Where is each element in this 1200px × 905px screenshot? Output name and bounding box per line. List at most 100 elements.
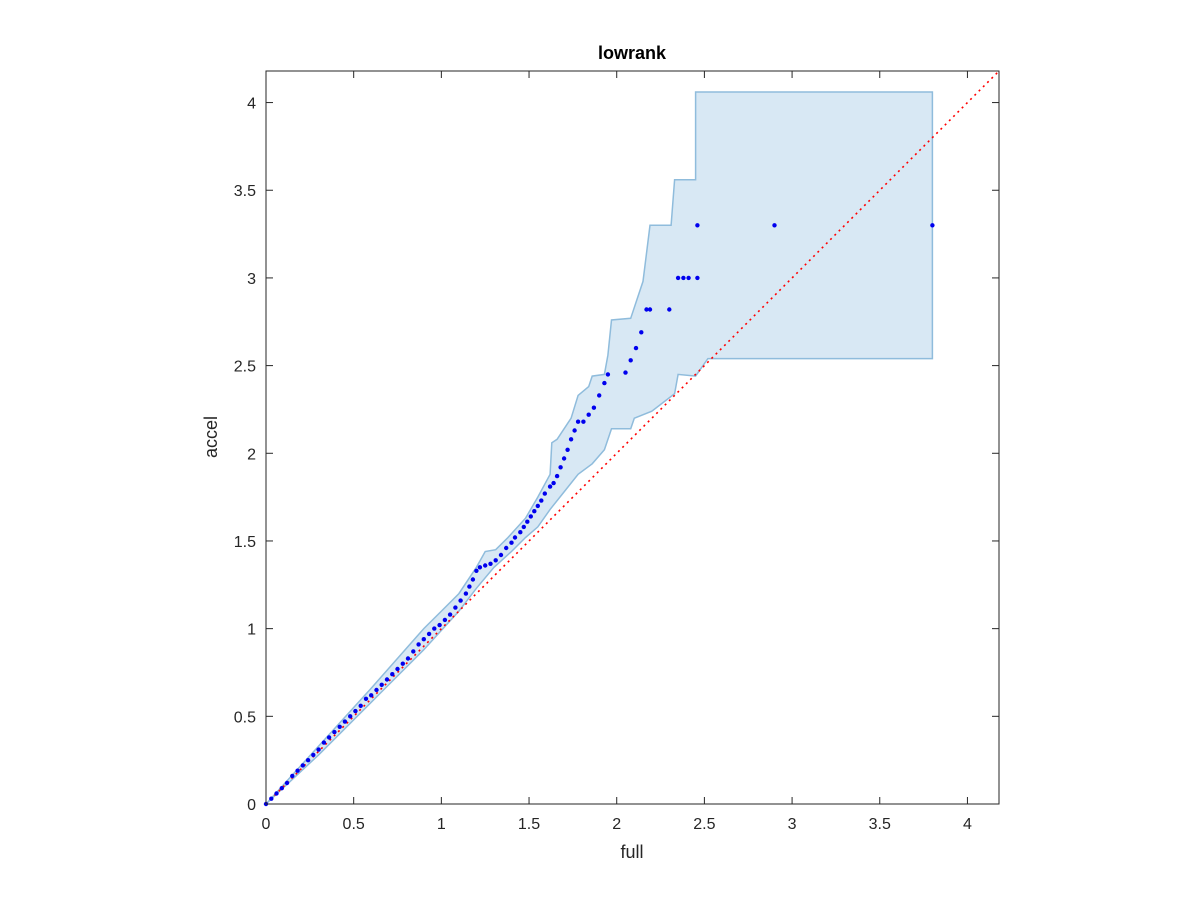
data-point: [474, 568, 479, 573]
data-point: [528, 514, 533, 519]
data-point: [477, 565, 483, 570]
data-point: [568, 437, 574, 442]
x-tick-label: 1: [437, 816, 446, 833]
data-point: [772, 223, 777, 228]
data-point: [432, 626, 437, 631]
data-point: [504, 545, 509, 551]
data-point: [554, 473, 560, 479]
data-point: [363, 696, 369, 701]
data-point: [647, 307, 653, 312]
data-point: [390, 672, 395, 677]
data-point: [405, 656, 411, 661]
data-point: [558, 465, 563, 470]
data-point: [290, 773, 295, 779]
data-point: [551, 480, 556, 486]
data-point: [332, 729, 337, 735]
data-point: [316, 747, 321, 752]
data-point: [644, 307, 649, 312]
data-point: [695, 275, 700, 281]
y-tick-label: 3.5: [234, 183, 256, 200]
data-point: [572, 428, 577, 433]
data-point: [400, 661, 405, 666]
data-point: [509, 540, 514, 545]
data-point: [518, 530, 523, 535]
data-point: [311, 752, 316, 758]
y-tick-label: 2: [247, 446, 256, 463]
data-point: [675, 275, 681, 281]
data-point: [411, 649, 416, 654]
data-point: [602, 380, 607, 386]
data-point: [279, 786, 284, 791]
data-point: [326, 735, 332, 740]
data-point: [686, 275, 691, 281]
data-point: [426, 631, 432, 637]
data-point: [305, 758, 311, 763]
data-point: [295, 768, 300, 773]
data-point: [458, 598, 463, 603]
axes: 0 0.5 1 1.5 2 2.5 3 3.5 4 0 0.5 1 1.5 2 2.5 3 3.5 4: [234, 70, 1000, 833]
y-tick-label: 4: [247, 96, 256, 113]
data-point: [512, 535, 518, 540]
data-point: [535, 503, 540, 509]
data-point: [575, 419, 581, 424]
data-point: [681, 275, 686, 281]
y-tick-label: 1: [247, 622, 256, 639]
data-point: [628, 358, 633, 363]
x-tick-label: 2.5: [693, 816, 715, 833]
data-point: [547, 484, 553, 489]
data-point: [633, 345, 639, 351]
data-point: [525, 519, 530, 524]
data-point: [274, 791, 279, 796]
data-point: [498, 552, 504, 558]
data-point: [348, 714, 353, 719]
data-point: [542, 491, 547, 496]
data-point: [521, 524, 526, 530]
data-point: [930, 223, 935, 228]
data-point: [667, 307, 672, 312]
data-point: [483, 563, 488, 568]
data-point: [442, 617, 448, 623]
data-point: [597, 393, 602, 398]
y-tick-label: 2.5: [234, 359, 256, 376]
data-point: [532, 509, 537, 514]
data-point: [453, 605, 458, 610]
data-point: [358, 703, 363, 708]
data-point: [623, 370, 628, 375]
data-point: [342, 719, 348, 724]
data-point: [488, 561, 493, 566]
x-tick-label: 2: [612, 816, 621, 833]
x-tick-label: 1.5: [518, 816, 540, 833]
data-point: [300, 763, 305, 768]
data-point: [337, 724, 342, 729]
data-point: [565, 447, 570, 452]
data-point: [539, 498, 544, 503]
data-point: [586, 412, 591, 417]
data-point: [416, 642, 421, 647]
x-axis-label: full: [620, 842, 643, 862]
x-tick-label: 0: [262, 816, 271, 833]
y-tick-label: 3: [247, 271, 256, 288]
data-point: [605, 372, 611, 377]
data-point: [463, 591, 469, 596]
data-point: [284, 780, 290, 786]
plot-area: [263, 70, 1000, 807]
data-point: [561, 456, 567, 461]
confidence-band: [265, 91, 934, 805]
data-point: [384, 677, 390, 682]
data-point: [369, 693, 374, 698]
data-point: [467, 584, 472, 589]
chart-title: lowrank: [598, 43, 667, 63]
axes-box: [265, 70, 1000, 805]
x-tick-label: 3: [788, 816, 797, 833]
data-point: [493, 558, 498, 563]
data-point: [379, 682, 384, 687]
data-point: [374, 687, 379, 693]
data-point: [353, 708, 358, 714]
x-tick-label: 0.5: [343, 816, 365, 833]
data-point: [591, 405, 597, 410]
data-point: [321, 740, 327, 745]
data-point: [421, 637, 426, 642]
y-tick-label: 1.5: [234, 534, 256, 551]
